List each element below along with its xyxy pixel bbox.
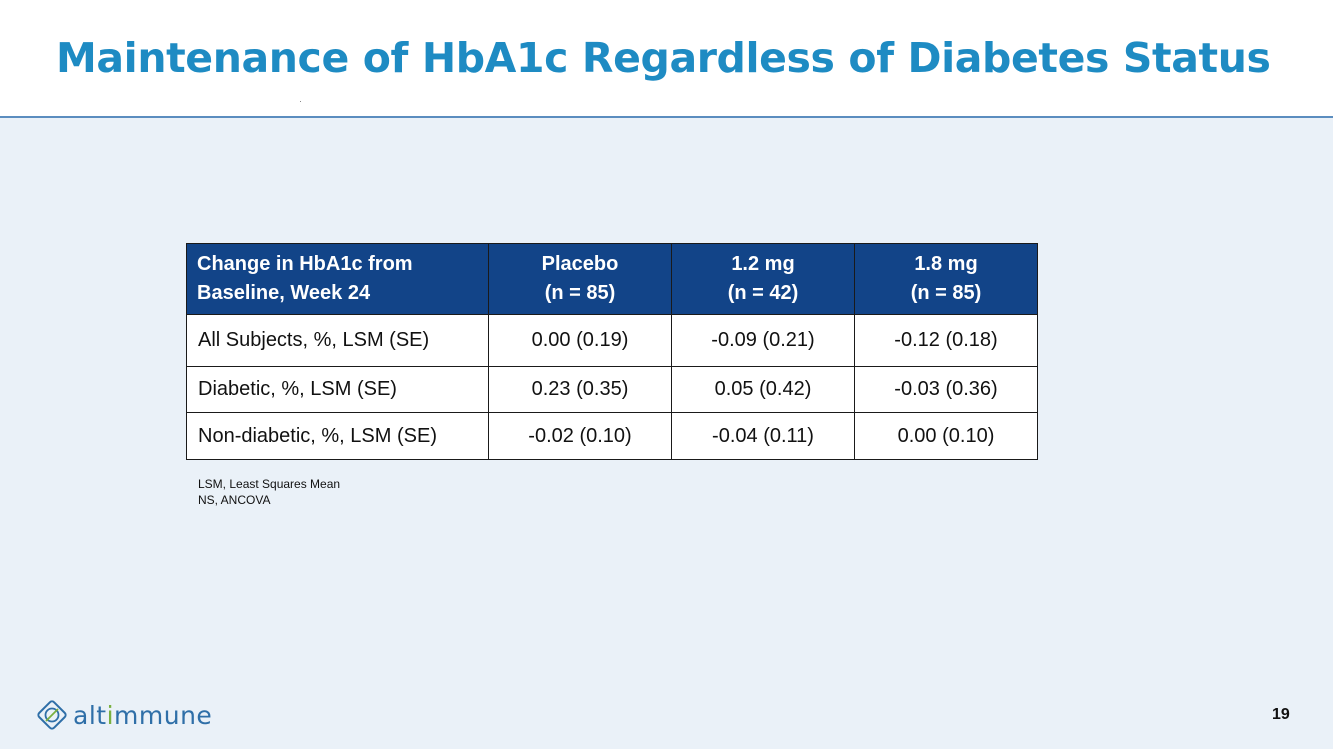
row-label-all-subjects: All Subjects, %, LSM (SE): [186, 314, 489, 367]
hba1c-table: Change in HbA1c from Baseline, Week 24 P…: [186, 243, 1038, 460]
table-row: Non-diabetic, %, LSM (SE) -0.02 (0.10) -…: [186, 412, 1038, 460]
header-cell-measure: Change in HbA1c from Baseline, Week 24: [186, 243, 489, 315]
page-number: 19: [1272, 706, 1290, 723]
slide-title: Maintenance of HbA1c Regardless of Diabe…: [56, 34, 1271, 82]
altimmune-logo: altimmune: [36, 699, 212, 731]
table-cell: -0.09 (0.21): [671, 314, 855, 367]
table-cell: 0.23 (0.35): [488, 366, 672, 413]
table-cell: -0.02 (0.10): [488, 412, 672, 460]
header-cell-1-2mg: 1.2 mg (n = 42): [671, 243, 855, 315]
header-speck: [300, 101, 301, 102]
altimmune-diamond-icon: [37, 700, 67, 730]
footnote-lsm: LSM, Least Squares Mean: [198, 477, 341, 491]
logo-wordmark: altimmune: [73, 700, 213, 730]
table-cell: -0.03 (0.36): [854, 366, 1038, 413]
table-cell: 0.00 (0.10): [854, 412, 1038, 460]
header-cell-1-8mg: 1.8 mg (n = 85): [854, 243, 1038, 315]
table-row: Diabetic, %, LSM (SE) 0.23 (0.35) 0.05 (…: [186, 366, 1038, 413]
slide-header: Maintenance of HbA1c Regardless of Diabe…: [0, 0, 1333, 118]
table-row: All Subjects, %, LSM (SE) 0.00 (0.19) -0…: [186, 314, 1038, 367]
table-cell: 0.00 (0.19): [488, 314, 672, 367]
row-label-diabetic: Diabetic, %, LSM (SE): [186, 366, 489, 413]
table-cell: -0.12 (0.18): [854, 314, 1038, 367]
footnotes: LSM, Least Squares Mean NS, ANCOVA: [198, 476, 340, 508]
footnote-ns: NS, ANCOVA: [198, 493, 271, 507]
table-cell: 0.05 (0.42): [671, 366, 855, 413]
row-label-non-diabetic: Non-diabetic, %, LSM (SE): [186, 412, 489, 460]
header-cell-placebo: Placebo (n = 85): [488, 243, 672, 315]
table-cell: -0.04 (0.11): [671, 412, 855, 460]
table-header-row: Change in HbA1c from Baseline, Week 24 P…: [186, 243, 1038, 315]
